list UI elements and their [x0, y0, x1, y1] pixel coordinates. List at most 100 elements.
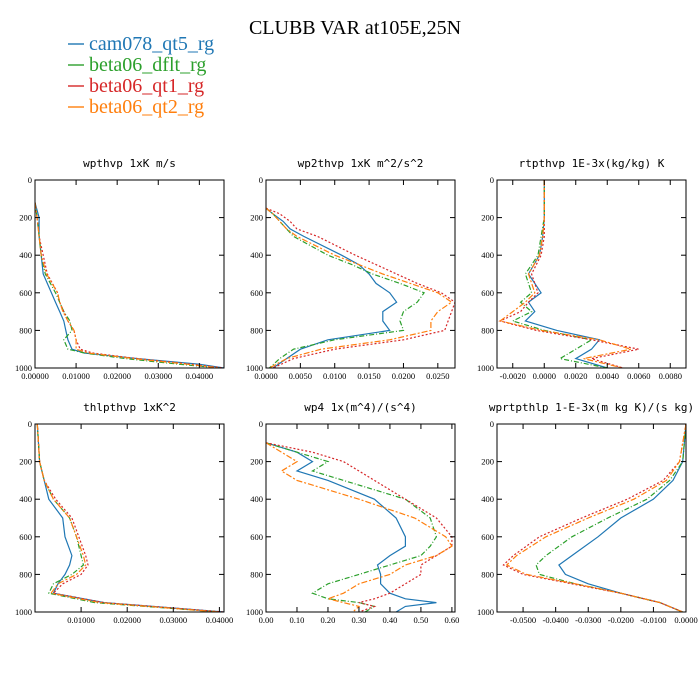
y-tick-label: 800 — [481, 325, 494, 335]
legend: cam078_qt5_rgbeta06_dflt_rgbeta06_qt1_rg… — [68, 33, 214, 118]
y-tick-label: 1000 — [246, 607, 263, 617]
y-tick-label: 200 — [481, 213, 494, 223]
series-line — [35, 202, 220, 368]
series-line — [498, 180, 639, 368]
x-tick-label: -0.0400 — [543, 615, 569, 625]
x-tick-label: 0.02000 — [113, 615, 141, 625]
y-tick-label: 800 — [19, 569, 32, 579]
panel-title: thlpthvp 1xK^2 — [83, 401, 176, 414]
panel-title: wprtpthlp 1-E-3x(m kg K)/(s kg) — [489, 401, 694, 414]
series-line — [36, 424, 220, 612]
x-tick-label: 0.01000 — [62, 371, 90, 381]
panel-title: wpthvp 1xK m/s — [83, 157, 176, 170]
plot-frame — [496, 423, 687, 613]
x-tick-label: 0.10 — [290, 615, 305, 625]
plot-frame — [34, 179, 225, 369]
y-tick-label: 400 — [19, 494, 32, 504]
y-tick-label: 0 — [490, 419, 494, 429]
x-tick-label: 0.40 — [382, 615, 397, 625]
y-tick-label: 600 — [250, 288, 263, 298]
x-tick-label: 0.00 — [259, 615, 274, 625]
y-tick-label: 0 — [28, 419, 32, 429]
x-tick-label: 0.0000 — [674, 615, 697, 625]
y-tick-label: 600 — [481, 532, 494, 542]
plot-frame — [265, 423, 456, 613]
series-line — [266, 442, 453, 612]
x-tick-label: 0.0100 — [323, 371, 346, 381]
series-line — [524, 180, 608, 368]
plot-frame — [34, 423, 225, 613]
series-line — [505, 424, 686, 612]
y-tick-label: 0 — [28, 175, 32, 185]
legend-label: beta06_qt1_rg — [89, 75, 204, 97]
x-tick-label: -0.0200 — [608, 615, 634, 625]
series-line — [36, 424, 224, 612]
series-line — [35, 202, 220, 368]
series-line — [535, 424, 686, 612]
y-tick-label: 0 — [259, 175, 263, 185]
x-tick-label: 0.0020 — [564, 371, 587, 381]
series-line — [266, 207, 455, 368]
x-tick-label: 0.0060 — [627, 371, 650, 381]
series-line — [266, 207, 453, 368]
series-line — [498, 180, 632, 368]
y-tick-label: 1000 — [477, 607, 494, 617]
y-tick-label: 200 — [19, 457, 32, 467]
series-line — [266, 442, 453, 612]
x-tick-label: 0.01000 — [67, 615, 95, 625]
legend-label: beta06_qt2_rg — [89, 96, 204, 118]
series-line — [36, 424, 220, 612]
series-line — [266, 207, 398, 368]
x-tick-label: 0.50 — [413, 615, 428, 625]
y-tick-label: 200 — [19, 213, 32, 223]
y-tick-label: 200 — [481, 457, 494, 467]
series-line — [511, 180, 608, 368]
x-tick-label: -0.0020 — [500, 371, 526, 381]
chart-panel: thlpthvp 1xK^2 0 200 400 600 800 1000 0.01000 0.… — [15, 401, 233, 625]
y-tick-label: 600 — [19, 288, 32, 298]
x-tick-label: 0.04000 — [206, 615, 234, 625]
y-tick-label: 600 — [250, 532, 263, 542]
legend-label: beta06_dflt_rg — [89, 54, 206, 76]
x-tick-label: 0.0150 — [357, 371, 380, 381]
y-tick-label: 1000 — [15, 607, 32, 617]
series-line — [266, 207, 426, 368]
y-tick-label: 600 — [19, 532, 32, 542]
series-line — [502, 424, 686, 612]
plot-frame — [265, 179, 456, 369]
x-tick-label: 0.60 — [444, 615, 459, 625]
x-tick-label: 0.04000 — [186, 371, 214, 381]
y-tick-label: 200 — [250, 213, 263, 223]
x-tick-label: 0.30 — [352, 615, 367, 625]
chart-panel: wprtpthlp 1-E-3x(m kg K)/(s kg) 0 200 400 60… — [477, 401, 698, 625]
y-tick-label: 200 — [250, 457, 263, 467]
y-tick-label: 400 — [19, 250, 32, 260]
y-tick-label: 600 — [481, 288, 494, 298]
chart-panel: rtpthvp 1E-3x(kg/kg) K 0 200 400 600 800 1000-… — [477, 157, 687, 381]
y-tick-label: 0 — [259, 419, 263, 429]
y-tick-label: 800 — [481, 569, 494, 579]
y-tick-label: 800 — [250, 325, 263, 335]
y-tick-label: 0 — [490, 175, 494, 185]
series-line — [35, 202, 224, 368]
figure-title: CLUBB VAR at105E,25N — [249, 17, 461, 39]
series-line — [35, 202, 224, 368]
y-tick-label: 400 — [481, 494, 494, 504]
y-tick-label: 800 — [19, 325, 32, 335]
series-line — [266, 442, 438, 612]
x-tick-label: 0.0000 — [254, 371, 277, 381]
series-line — [36, 424, 224, 612]
y-tick-label: 800 — [250, 569, 263, 579]
x-tick-label: -0.0300 — [575, 615, 601, 625]
x-tick-label: 0.03000 — [144, 371, 172, 381]
x-tick-label: -0.0100 — [640, 615, 666, 625]
x-tick-label: 0.0040 — [596, 371, 619, 381]
panel-title: wp4 1x(m^4)/(s^4) — [304, 401, 417, 414]
panel-title: wp2thvp 1xK m^2/s^2 — [298, 157, 424, 170]
x-tick-label: 0.0050 — [289, 371, 312, 381]
y-tick-label: 1000 — [15, 363, 32, 373]
